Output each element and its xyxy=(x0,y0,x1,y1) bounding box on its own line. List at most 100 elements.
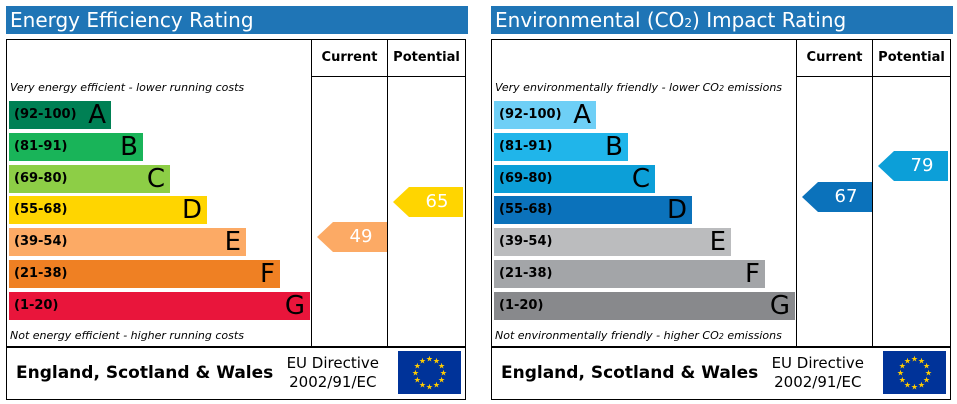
current-column-header: Current xyxy=(321,50,378,65)
eu-star-icon: ★ xyxy=(414,376,421,385)
current-arrow-shape xyxy=(802,181,872,212)
band-f: (21-38) F xyxy=(9,259,280,289)
band-f: (21-38) F xyxy=(494,259,765,289)
band-range-label: (1-20) xyxy=(14,297,59,313)
eu-star-icon: ★ xyxy=(899,362,906,371)
rating-chart: Current Potential Very environmentally f… xyxy=(491,39,951,347)
potential-column-header: Potential xyxy=(393,50,460,65)
bottom-note: Not energy efficient - higher running co… xyxy=(10,329,244,342)
energy-efficiency-panel: Energy Efficiency Rating Current Potenti… xyxy=(6,6,480,400)
band-g: (1-20) G xyxy=(9,290,310,321)
region-label: England, Scotland & Wales xyxy=(16,363,274,383)
current-rating-arrow: 49 xyxy=(317,221,387,252)
band-letter: C xyxy=(146,163,165,194)
band-range-label: (92-100) xyxy=(14,107,77,122)
band-range-label: (69-80) xyxy=(14,170,68,186)
column-divider xyxy=(387,40,388,346)
eu-directive: EU Directive 2002/91/EC xyxy=(287,354,379,392)
eu-flag-icon: ★ ★ ★ ★ ★ ★ ★ ★ ★ ★ ★ ★ xyxy=(398,351,461,394)
top-note: Very energy efficient - lower running co… xyxy=(10,81,245,94)
band-range-label: (39-54) xyxy=(499,234,553,250)
directive-line1: EU Directive xyxy=(771,354,864,372)
band-letter: B xyxy=(605,131,623,162)
eu-star-icon: ★ xyxy=(897,369,904,378)
eu-star-icon: ★ xyxy=(918,381,925,390)
potential-column-header: Potential xyxy=(878,50,945,65)
header-divider xyxy=(796,76,950,77)
band-range-label: (81-91) xyxy=(14,138,68,154)
eu-star-icon: ★ xyxy=(438,376,445,385)
band-c: (69-80) C xyxy=(494,163,655,194)
eu-star-icon: ★ xyxy=(923,376,930,385)
top-note: Very environmentally friendly - lower CO… xyxy=(495,81,783,94)
current-arrow-shape xyxy=(317,221,387,252)
band-b: (81-91) B xyxy=(9,131,143,162)
rating-chart: Current Potential Very energy efficient … xyxy=(6,39,466,347)
potential-arrow-shape xyxy=(878,150,948,181)
bottom-note: Not environmentally friendly - higher CO… xyxy=(495,329,782,342)
band-range-label: (55-68) xyxy=(14,202,68,218)
band-letter: A xyxy=(573,100,591,130)
band-letter: C xyxy=(631,163,650,194)
band-b: (81-91) B xyxy=(494,131,628,162)
eu-star-icon: ★ xyxy=(438,362,445,371)
current-column-header: Current xyxy=(806,50,863,65)
band-letter: F xyxy=(260,259,275,289)
band-range-label: (1-20) xyxy=(499,297,544,313)
band-range-label: (21-38) xyxy=(499,266,553,281)
band-d: (55-68) D xyxy=(9,196,207,225)
band-range-label: (21-38) xyxy=(14,266,68,281)
band-letter: G xyxy=(769,290,790,321)
band-letter: B xyxy=(120,131,138,162)
band-letter: F xyxy=(745,259,760,289)
eu-star-icon: ★ xyxy=(414,362,421,371)
chart-title: Energy Efficiency Rating xyxy=(6,6,468,34)
eu-star-icon: ★ xyxy=(419,356,426,365)
eu-star-icon: ★ xyxy=(911,383,918,392)
band-range-label: (81-91) xyxy=(499,138,553,154)
band-letter: D xyxy=(666,195,687,226)
band-range-label: (39-54) xyxy=(14,234,68,250)
potential-rating-arrow: 65 xyxy=(393,186,463,217)
column-divider xyxy=(796,40,797,346)
chart-title: Environmental (CO2) Impact Rating xyxy=(491,6,953,34)
environmental-impact-panel: Environmental (CO2) Impact Rating Curren… xyxy=(491,6,957,400)
directive-line2: 2002/91/EC xyxy=(289,373,377,391)
band-range-label: (92-100) xyxy=(499,107,562,122)
column-divider xyxy=(311,40,312,346)
potential-rating-value: 65 xyxy=(425,190,449,212)
current-rating-arrow: 67 xyxy=(802,181,872,212)
band-letter: A xyxy=(88,100,106,130)
band-e: (39-54) E xyxy=(9,227,246,258)
band-range-label: (69-80) xyxy=(499,170,553,186)
eu-flag-icon: ★ ★ ★ ★ ★ ★ ★ ★ ★ ★ ★ ★ xyxy=(883,351,946,394)
band-range-label: (55-68) xyxy=(499,202,553,218)
band-letter: E xyxy=(224,227,241,258)
directive-line2: 2002/91/EC xyxy=(774,373,862,391)
eu-star-icon: ★ xyxy=(918,356,925,365)
potential-rating-arrow: 79 xyxy=(878,150,948,181)
potential-arrow-shape xyxy=(393,186,463,217)
band-letter: G xyxy=(284,290,305,321)
eu-star-icon: ★ xyxy=(904,381,911,390)
eu-star-icon: ★ xyxy=(419,381,426,390)
current-rating-value: 49 xyxy=(349,225,373,247)
eu-star-icon: ★ xyxy=(426,383,433,392)
current-rating-value: 67 xyxy=(834,185,858,207)
eu-star-icon: ★ xyxy=(440,369,447,378)
band-c: (69-80) C xyxy=(9,163,170,194)
band-e: (39-54) E xyxy=(494,228,731,257)
band-a: (92-100) A xyxy=(494,100,596,130)
eu-star-icon: ★ xyxy=(911,355,918,364)
potential-rating-value: 79 xyxy=(910,154,934,176)
header-divider xyxy=(311,76,465,77)
column-divider xyxy=(872,40,873,346)
region-label: England, Scotland & Wales xyxy=(501,363,759,383)
eu-star-icon: ★ xyxy=(925,369,932,378)
eu-star-icon: ★ xyxy=(433,381,440,390)
eu-star-icon: ★ xyxy=(412,369,419,378)
eu-star-icon: ★ xyxy=(433,356,440,365)
band-d: (55-68) D xyxy=(494,195,692,226)
eu-star-icon: ★ xyxy=(904,356,911,365)
band-g: (1-20) G xyxy=(494,290,795,321)
